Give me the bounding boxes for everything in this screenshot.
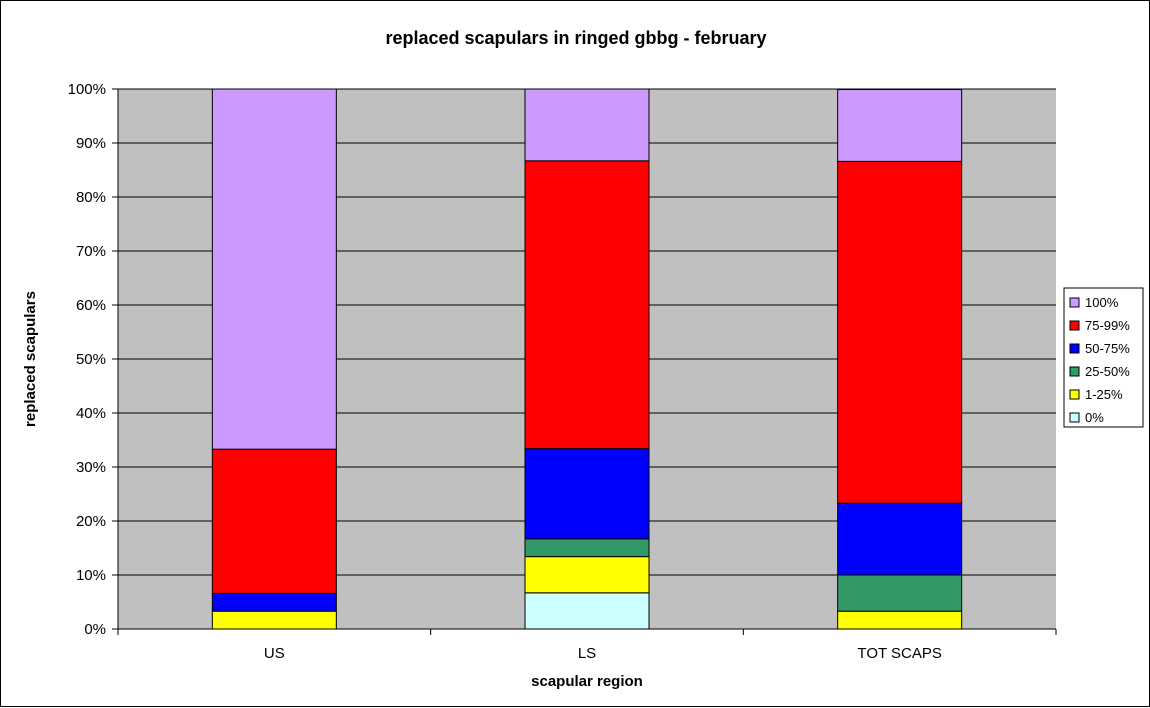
- y-tick-label: 60%: [76, 297, 106, 314]
- legend: 100% 75-99% 50-75% 25-50% 1-25% 0%: [1063, 287, 1144, 428]
- legend-label: 25-50%: [1085, 364, 1130, 379]
- y-tick-label: 0%: [84, 621, 106, 638]
- x-axis: US LS TOT SCAPS: [117, 89, 1057, 662]
- bar-segment: [211, 610, 337, 630]
- legend-label: 100%: [1085, 295, 1119, 310]
- y-tick-label: 40%: [76, 405, 106, 422]
- x-tick-label: US: [264, 645, 285, 662]
- legend-swatch: [1069, 389, 1080, 400]
- bar-segment: [837, 160, 963, 504]
- bar-segment: [837, 610, 963, 630]
- legend-swatch: [1069, 343, 1080, 354]
- bar-segment: [524, 592, 650, 630]
- legend-label: 0%: [1085, 410, 1104, 425]
- y-tick-label: 50%: [76, 351, 106, 368]
- bar-segment: [524, 88, 650, 162]
- x-tick-label: TOT SCAPS: [857, 645, 941, 662]
- bar-segment: [524, 448, 650, 540]
- legend-label: 1-25%: [1085, 387, 1123, 402]
- bars: [211, 88, 963, 630]
- bar-segment: [837, 89, 963, 162]
- y-tick-label: 100%: [68, 81, 106, 98]
- y-tick-label: 20%: [76, 513, 106, 530]
- bar-segment: [524, 160, 650, 450]
- legend-swatch: [1069, 297, 1080, 308]
- legend-swatch: [1069, 366, 1080, 377]
- y-tick-label: 80%: [76, 189, 106, 206]
- bar-segment: [837, 502, 963, 576]
- legend-swatch: [1069, 412, 1080, 423]
- y-tick-label: 90%: [76, 135, 106, 152]
- legend-label: 50-75%: [1085, 341, 1130, 356]
- x-tick-label: LS: [578, 645, 596, 662]
- y-tick-label: 10%: [76, 567, 106, 584]
- bar-segment: [524, 538, 650, 558]
- legend-box: [1063, 287, 1144, 428]
- chart-title: replaced scapulars in ringed gbbg - febr…: [385, 28, 766, 48]
- bar-segment: [524, 556, 650, 594]
- x-axis-title: scapular region: [531, 673, 643, 690]
- bar-segment: [837, 574, 963, 612]
- y-axis-title: replaced scapulars: [22, 291, 39, 427]
- bar-segment: [211, 592, 337, 612]
- bar-segment: [211, 448, 337, 594]
- y-axis-ticks: 0% 10% 20% 30% 40% 50% 60% 70% 80% 90% 100%: [68, 81, 118, 638]
- bar-segment: [211, 88, 337, 450]
- legend-label: 75-99%: [1085, 318, 1130, 333]
- y-tick-label: 70%: [76, 243, 106, 260]
- y-tick-label: 30%: [76, 459, 106, 476]
- legend-swatch: [1069, 320, 1080, 331]
